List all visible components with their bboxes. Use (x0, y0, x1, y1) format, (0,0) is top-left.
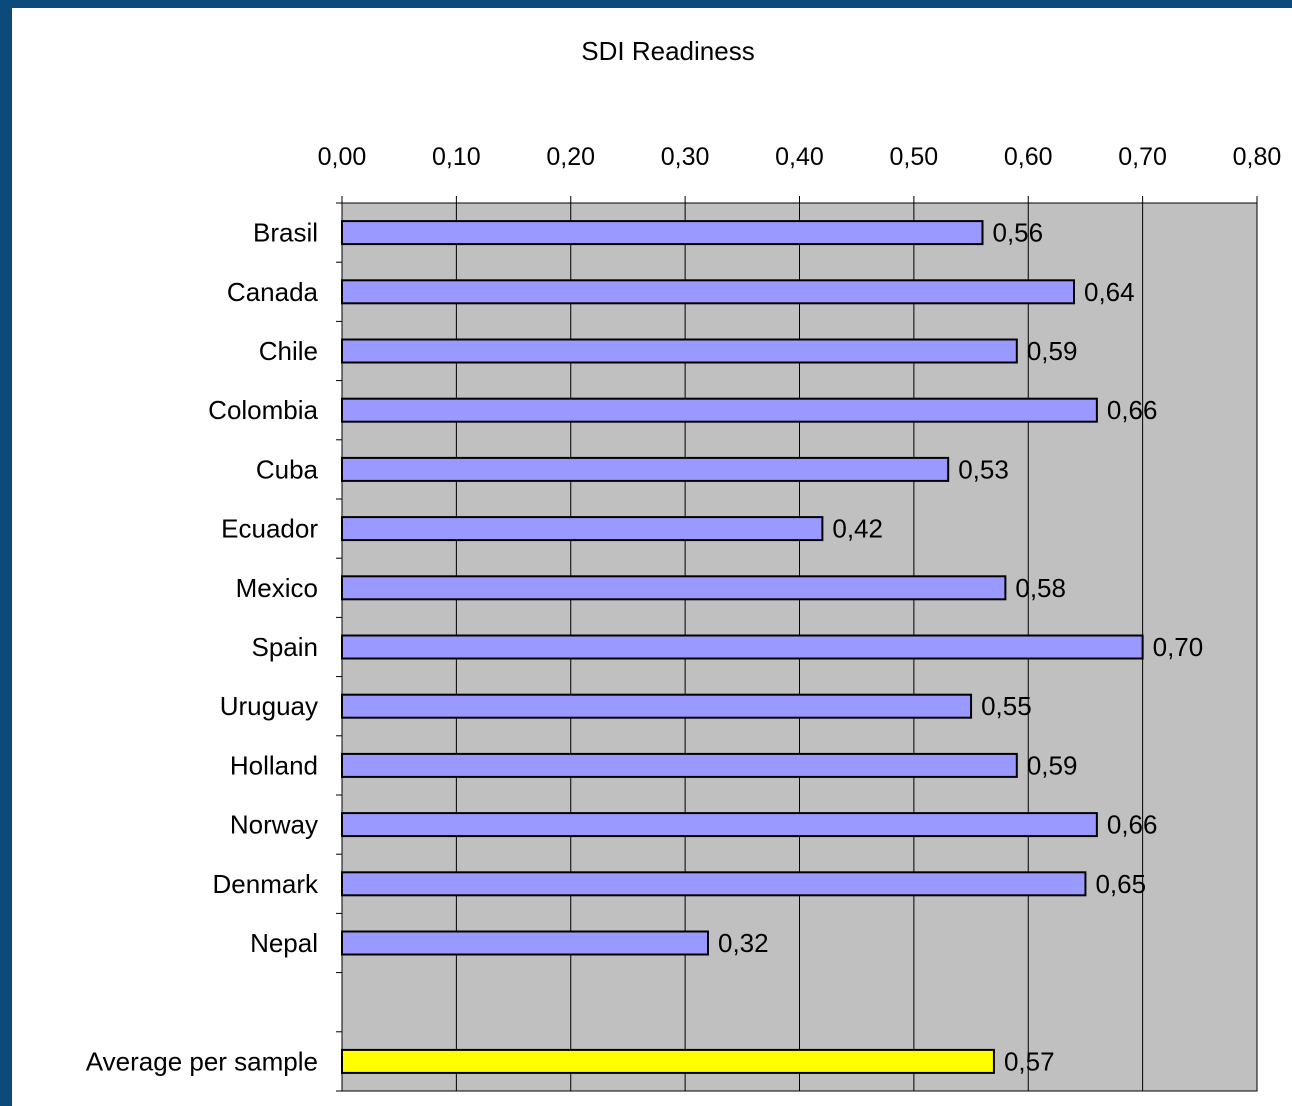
category-label: Chile (259, 336, 318, 366)
x-tick-label: 0,20 (546, 143, 595, 171)
data-label: 0,59 (1027, 336, 1078, 366)
data-label: 0,55 (981, 691, 1032, 721)
bar (341, 930, 709, 956)
category-label: Average per sample (86, 1046, 318, 1076)
category-label: Nepal (250, 928, 318, 958)
data-label: 0,57 (1004, 1046, 1055, 1076)
category-label: Norway (230, 810, 318, 840)
x-tick-label: 0,10 (432, 143, 481, 171)
x-tick-label: 0,40 (775, 143, 824, 171)
bar (341, 456, 950, 482)
data-label: 0,53 (958, 454, 1009, 484)
data-label: 0,42 (832, 514, 883, 544)
x-tick-label: 0,70 (1118, 143, 1167, 171)
data-label: 0,70 (1153, 632, 1204, 662)
bar (341, 338, 1018, 364)
chart-title: SDI Readiness (581, 36, 754, 66)
x-tick-label: 0,50 (890, 143, 939, 171)
bar (341, 397, 1098, 423)
bar (341, 1048, 995, 1074)
category-label: Uruguay (220, 691, 318, 721)
bar (341, 279, 1075, 305)
bar (341, 575, 1007, 601)
data-label: 0,56 (993, 218, 1044, 248)
x-tick-label: 0,60 (1004, 143, 1053, 171)
x-tick-label: 0,80 (1233, 143, 1282, 171)
category-label: Ecuador (221, 514, 318, 544)
chart-panel: SDI Readiness 0,00 0,10 0,20 0,30 0,40 0,50 0,… (12, 8, 1292, 1106)
bar (341, 871, 1087, 897)
bar (341, 220, 984, 246)
category-label: Cuba (256, 454, 319, 484)
data-label: 0,58 (1015, 573, 1066, 603)
category-label: Colombia (208, 395, 318, 425)
bar (341, 812, 1098, 838)
data-label: 0,65 (1095, 869, 1146, 899)
x-tick-label: 0,00 (318, 143, 367, 171)
x-tick-label: 0,30 (661, 143, 710, 171)
category-label: Spain (252, 632, 319, 662)
bar (341, 752, 1018, 778)
bar (341, 516, 824, 542)
category-label: Brasil (253, 218, 318, 248)
data-label: 0,59 (1027, 750, 1078, 780)
data-label: 0,64 (1084, 277, 1135, 307)
category-label: Holland (230, 750, 318, 780)
category-label: Canada (227, 277, 319, 307)
bar-chart: SDI Readiness 0,00 0,10 0,20 0,30 0,40 0,50 0,… (86, 36, 1282, 1092)
data-label: 0,66 (1107, 395, 1158, 425)
data-label: 0,32 (718, 928, 769, 958)
category-label: Denmark (213, 869, 319, 899)
bar (341, 693, 973, 719)
data-label: 0,66 (1107, 810, 1158, 840)
category-label: Mexico (236, 573, 318, 603)
bar (341, 634, 1144, 660)
